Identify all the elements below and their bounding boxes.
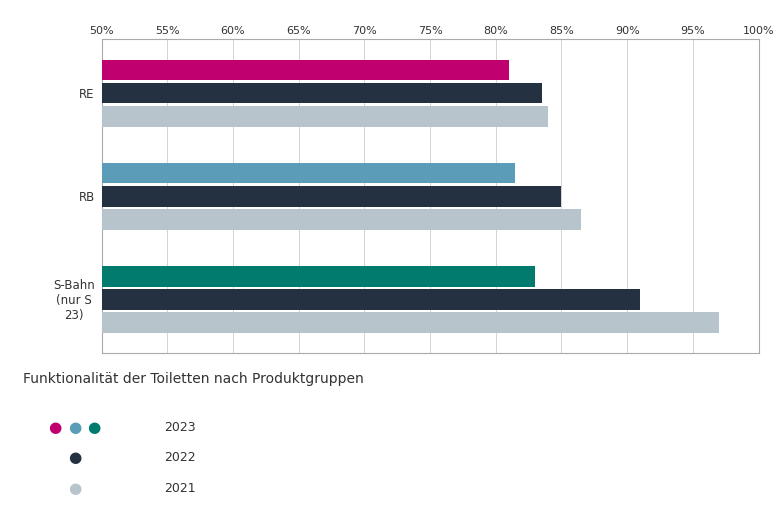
Bar xyxy=(102,290,640,310)
Text: ●: ● xyxy=(88,419,100,434)
Text: 2022: 2022 xyxy=(164,450,196,464)
Bar xyxy=(102,210,581,230)
Text: 2023: 2023 xyxy=(164,420,196,433)
Text: 2021: 2021 xyxy=(164,481,196,494)
Bar xyxy=(102,313,719,333)
Text: ●: ● xyxy=(68,480,81,495)
Text: ●: ● xyxy=(48,419,61,434)
Bar xyxy=(102,267,535,287)
Bar xyxy=(102,164,515,184)
Text: Funktionalität der Toiletten nach Produktgruppen: Funktionalität der Toiletten nach Produk… xyxy=(23,371,364,385)
Bar xyxy=(102,84,542,104)
Bar xyxy=(102,187,561,207)
Bar xyxy=(102,107,548,127)
Text: ●: ● xyxy=(68,449,81,465)
Text: ●: ● xyxy=(68,419,81,434)
Bar xyxy=(102,61,509,81)
